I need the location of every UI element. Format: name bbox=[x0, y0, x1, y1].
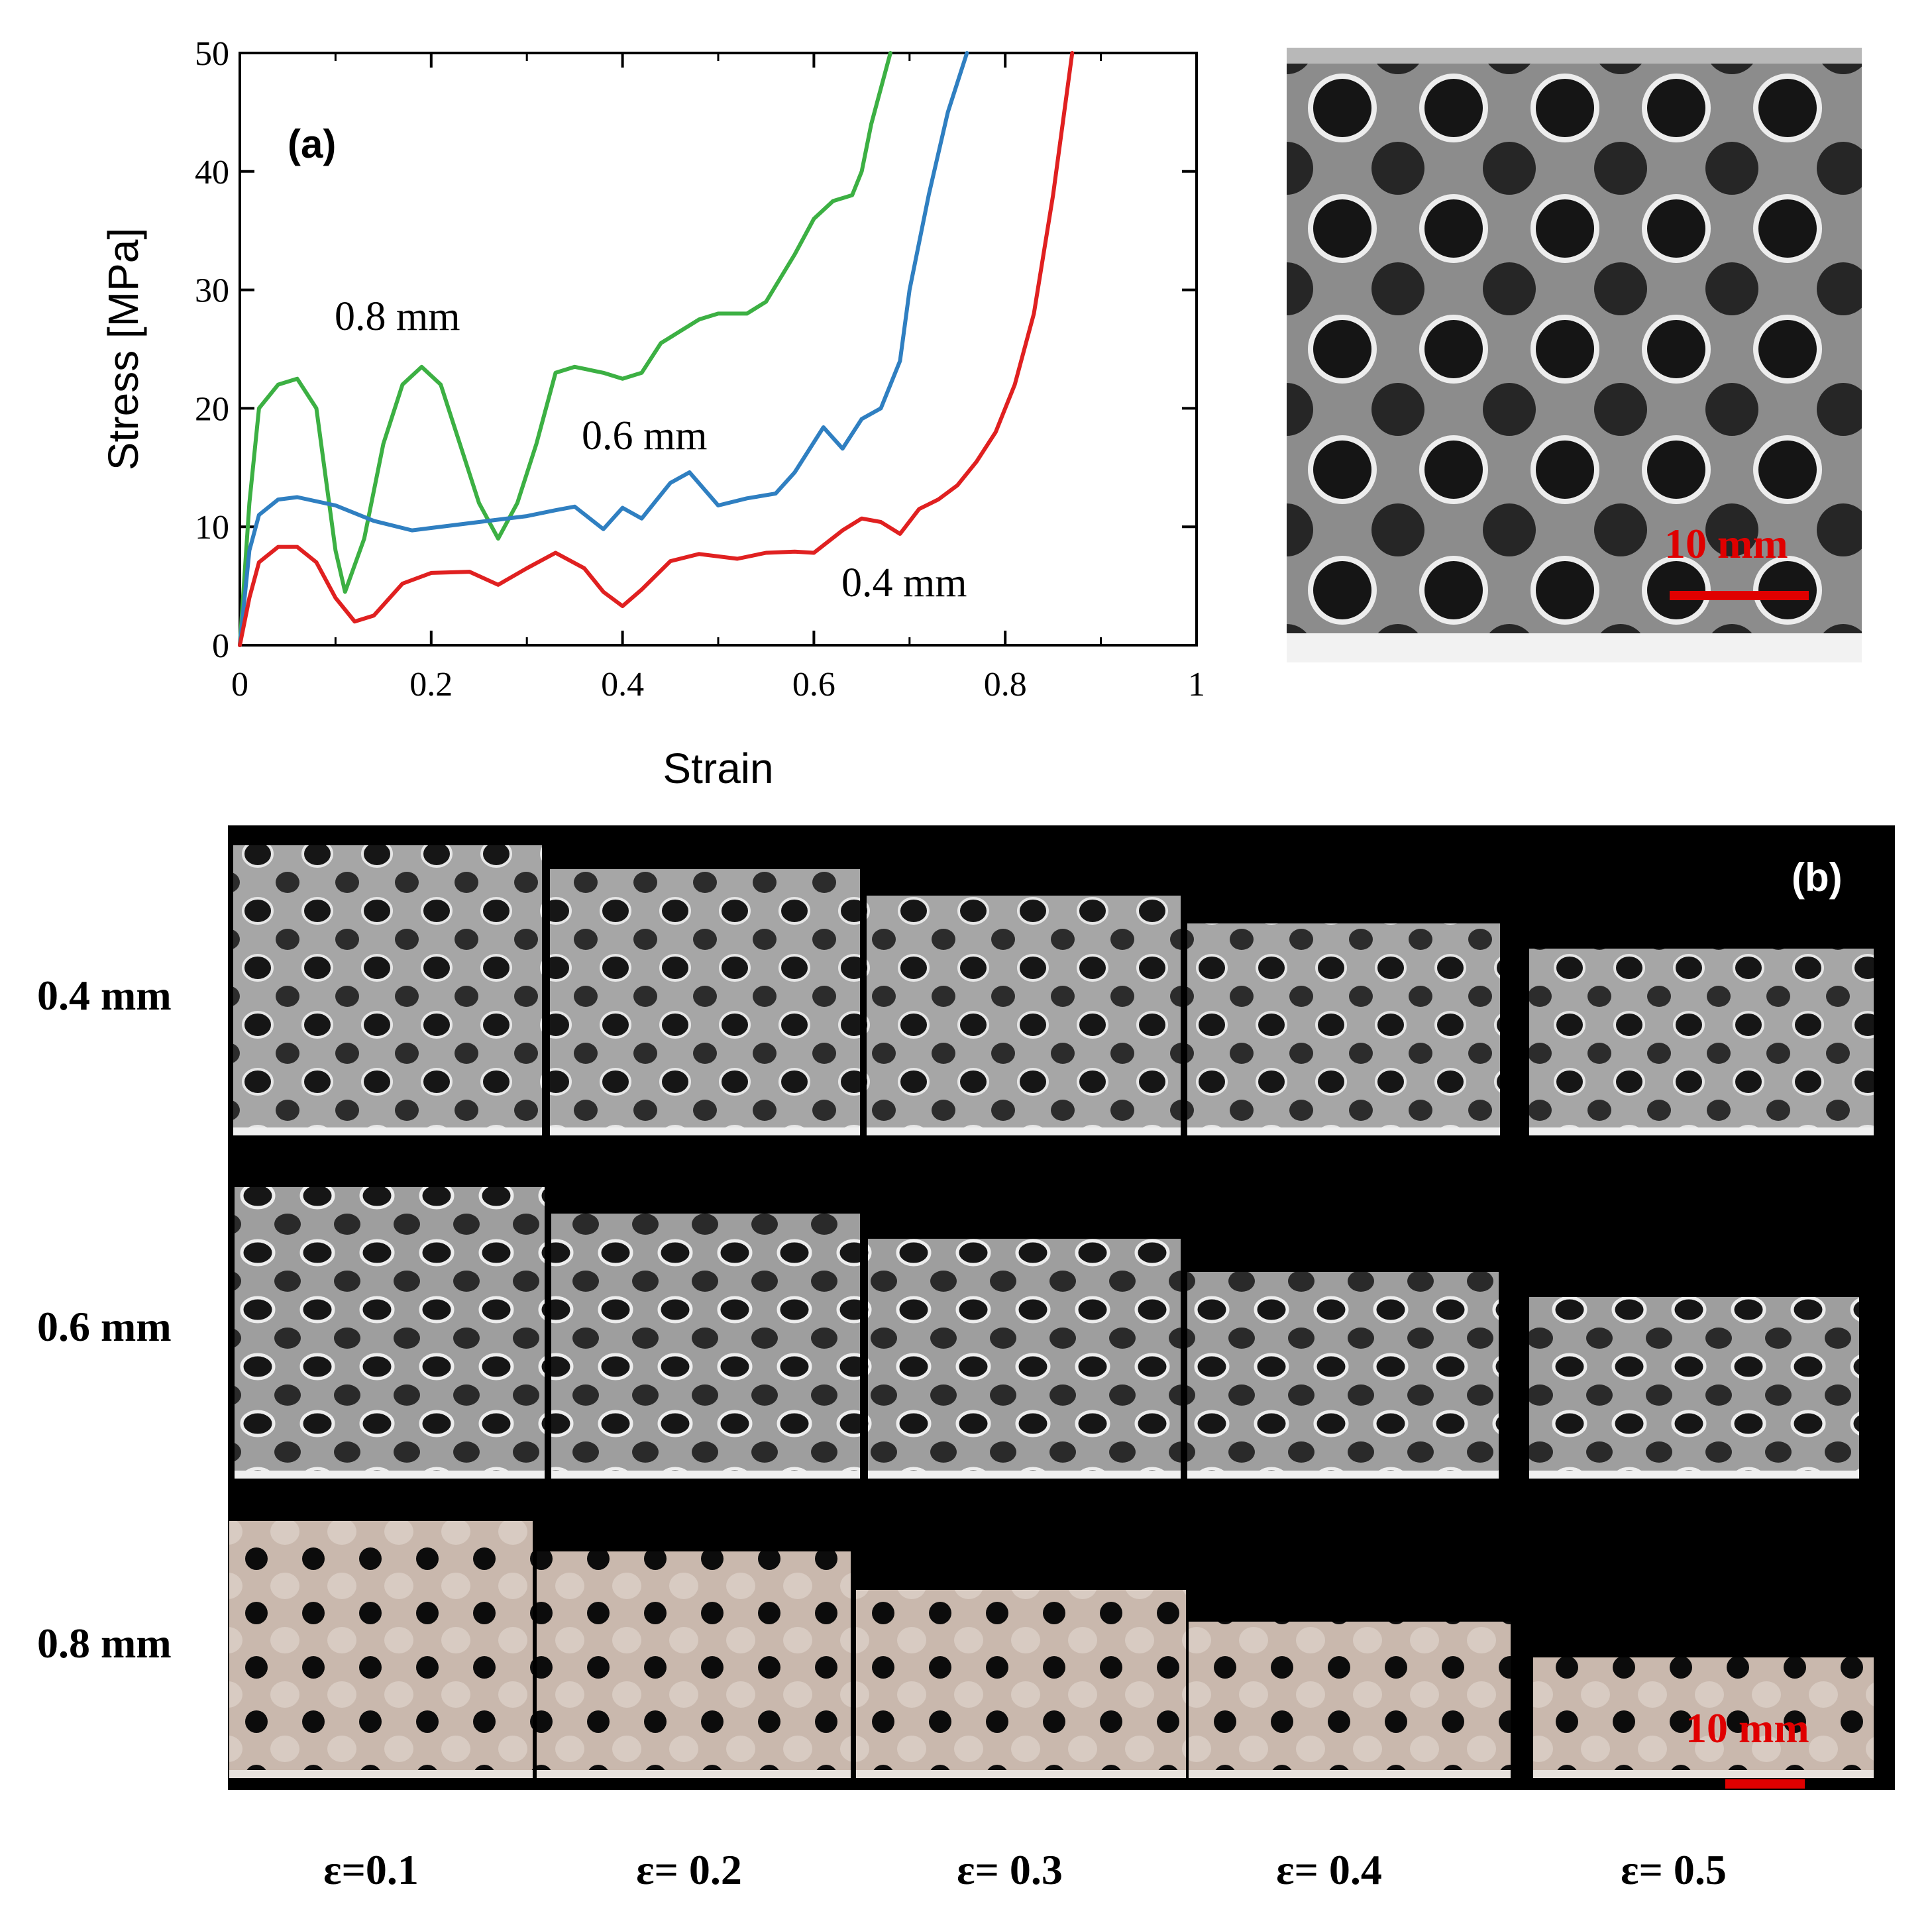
x-tick-label-3: 0.6 bbox=[792, 666, 835, 704]
deformation-grid bbox=[229, 845, 1874, 1778]
scale-bar-b bbox=[1725, 1779, 1805, 1789]
y-tick-label-0: 0 bbox=[212, 627, 229, 665]
specimen-photo: 10 mm bbox=[1287, 48, 1862, 662]
col-label-strain-0-3: ε= 0.3 bbox=[957, 1846, 1063, 1893]
series-line-0-8-mm bbox=[238, 51, 892, 647]
y-tick-label-3: 30 bbox=[195, 272, 229, 310]
y-tick-label-1: 10 bbox=[195, 509, 229, 547]
x-tick-label-4: 0.8 bbox=[984, 666, 1027, 704]
y-axis-label: Stress [MPa] bbox=[99, 228, 147, 470]
scale-bar bbox=[1670, 591, 1809, 600]
series-label-0-8mm: 0.8 mm bbox=[335, 294, 460, 339]
scale-bar-label: 10 mm bbox=[1664, 520, 1788, 567]
series-line-0-4-mm bbox=[238, 51, 1075, 647]
col-label-strain-0-1: ε=0.1 bbox=[323, 1846, 419, 1893]
panel-label-b: (b) bbox=[1792, 855, 1843, 900]
x-tick-label-2: 0.4 bbox=[601, 666, 644, 704]
series-line-0-6-mm bbox=[238, 51, 969, 647]
row-label-0-4mm: 0.4 mm bbox=[37, 972, 172, 1019]
series-label-0-4mm: 0.4 mm bbox=[841, 560, 967, 605]
y-tick-label-2: 20 bbox=[195, 390, 229, 428]
col-label-strain-0-5: ε= 0.5 bbox=[1621, 1846, 1727, 1893]
specimen-pattern bbox=[1287, 48, 1862, 662]
row-label-0-8mm: 0.8 mm bbox=[37, 1620, 172, 1667]
specimen-row-0-8mm bbox=[229, 1521, 1874, 1778]
scale-bar-label-b: 10 mm bbox=[1686, 1704, 1809, 1751]
col-label-strain-0-2: ε= 0.2 bbox=[636, 1846, 742, 1893]
col-label-strain-0-4: ε= 0.4 bbox=[1276, 1846, 1382, 1893]
specimen-row-0-4mm bbox=[233, 845, 1874, 1135]
x-tick-label-1: 0.2 bbox=[409, 666, 453, 704]
y-tick-label-5: 50 bbox=[195, 35, 229, 73]
x-axis-label: Strain bbox=[663, 745, 773, 792]
panel-b-background: (b) 10 mm bbox=[228, 825, 1895, 1790]
x-tick-label-5: 1 bbox=[1188, 666, 1205, 704]
specimen-row-0-6mm bbox=[235, 1187, 1859, 1479]
row-label-0-6mm: 0.6 mm bbox=[37, 1303, 172, 1350]
panel-label-a: (a) bbox=[288, 122, 336, 166]
series-label-0-6mm: 0.6 mm bbox=[582, 413, 707, 458]
y-tick-label-4: 40 bbox=[195, 154, 229, 191]
x-tick-label-0: 0 bbox=[231, 666, 248, 704]
